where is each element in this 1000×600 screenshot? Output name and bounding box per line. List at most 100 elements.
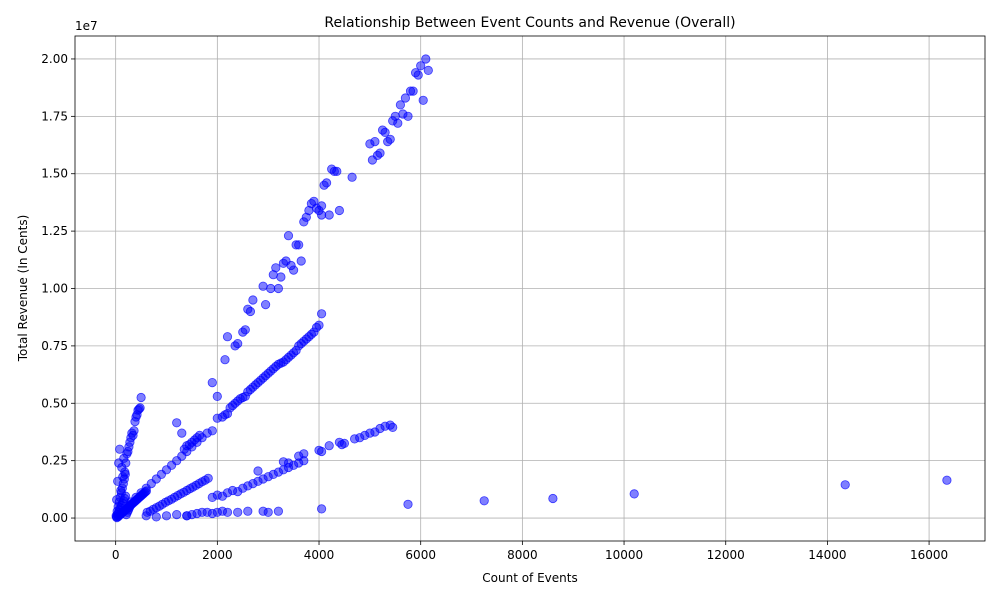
y-tick-label: 1.75 — [41, 109, 68, 123]
scatter-point — [240, 325, 250, 335]
scatter-point — [296, 256, 306, 266]
scatter-point — [403, 499, 413, 509]
y-tick-label: 0.25 — [41, 454, 68, 468]
scatter-point — [334, 205, 344, 216]
scatter-point — [136, 392, 146, 403]
scatter-point — [115, 444, 125, 454]
scatter-point — [233, 507, 243, 517]
scatter-point — [141, 511, 151, 521]
scatter-point — [288, 265, 299, 275]
x-tick-label: 6000 — [405, 548, 436, 562]
scatter-point — [840, 480, 850, 490]
x-tick-label: 0 — [112, 548, 120, 562]
scatter-point — [260, 299, 271, 310]
scatter-point — [271, 263, 281, 273]
scatter-point — [294, 240, 304, 250]
scatter-point — [385, 134, 395, 144]
scatter-point — [151, 512, 161, 522]
scatter-point — [273, 283, 283, 294]
scatter-point — [299, 456, 309, 466]
scatter-point — [220, 355, 230, 365]
scatter-point — [316, 201, 327, 211]
scatter-point — [418, 95, 428, 105]
scatter-point — [413, 70, 423, 80]
y-tick-label: 2.00 — [41, 52, 68, 66]
scatter-point — [324, 441, 334, 451]
scatter-point — [408, 86, 418, 96]
scatter-point — [253, 466, 263, 476]
scatter-point — [212, 391, 222, 401]
scatter-point — [207, 426, 217, 436]
scatter-point — [316, 504, 327, 514]
scatter-point — [321, 178, 332, 188]
scatter-point — [283, 231, 294, 241]
scatter-point — [388, 422, 398, 432]
x-tick-label: 12000 — [707, 548, 745, 562]
scatter-point — [316, 210, 327, 220]
scatter-point — [332, 166, 342, 176]
scatter-point — [316, 446, 327, 457]
x-tick-label: 16000 — [910, 548, 948, 562]
scatter-point — [276, 272, 286, 282]
scatter-point — [416, 61, 426, 71]
scatter-point — [370, 137, 380, 147]
grid-layer — [75, 36, 985, 541]
scatter-point — [121, 491, 131, 501]
scatter-point — [423, 65, 433, 76]
scatter-point — [395, 100, 405, 110]
scatter-point — [121, 458, 131, 468]
y-axis-label: Total Revenue (In Cents) — [16, 215, 30, 363]
scatter-point — [400, 93, 410, 103]
y-tick-label: 1.25 — [41, 224, 68, 238]
scatter-point — [243, 506, 253, 516]
points-layer — [111, 54, 952, 523]
x-tick-label: 10000 — [605, 548, 643, 562]
x-tick-label: 4000 — [304, 548, 335, 562]
scatter-point — [222, 332, 233, 342]
scatter-point — [548, 493, 558, 504]
scatter-point — [182, 511, 192, 521]
y-ticks: 0.00 0.25 0.50 0.75 1.00 1.25 1.50 1.75 2.00 — [41, 52, 75, 525]
scatter-point — [129, 426, 139, 436]
scatter-point — [195, 430, 205, 440]
scatter-point — [177, 428, 187, 438]
scatter-point — [233, 338, 243, 349]
y-tick-label: 0.75 — [41, 339, 68, 353]
scatter-point — [263, 507, 273, 517]
scatter-point — [393, 118, 403, 128]
chart-title: Relationship Between Event Counts and Re… — [324, 15, 735, 31]
scatter-point — [339, 438, 349, 448]
scatter-point — [403, 111, 413, 121]
scatter-point — [258, 281, 268, 291]
y-tick-label: 1.00 — [41, 282, 68, 296]
scatter-point — [266, 283, 276, 294]
y-tick-label: 1.50 — [41, 167, 68, 181]
scatter-point — [207, 377, 217, 388]
scatter-point — [245, 306, 255, 317]
y-tick-label: 0.00 — [41, 511, 68, 525]
x-axis-label: Count of Events — [482, 571, 577, 585]
scatter-point — [273, 506, 283, 516]
scatter-point — [172, 509, 182, 520]
scatter-point — [172, 418, 182, 428]
y-offset-text: 1e7 — [75, 19, 98, 33]
scatter-point — [203, 473, 213, 483]
scatter-point — [222, 507, 233, 517]
y-tick-label: 0.50 — [41, 396, 68, 410]
scatter-point — [324, 210, 334, 220]
scatter-point — [248, 295, 258, 305]
scatter-point — [375, 148, 385, 158]
scatter-point — [380, 127, 390, 137]
scatter-point — [135, 403, 145, 413]
scatter-point — [347, 172, 357, 182]
x-tick-label: 14000 — [808, 548, 846, 562]
scatter-point — [942, 475, 952, 485]
x-tick-label: 8000 — [507, 548, 538, 562]
scatter-point — [421, 54, 431, 64]
x-ticks: 0 2000 4000 6000 8000 10000 12000 14000 16000 — [112, 541, 948, 562]
scatter-point — [120, 469, 130, 479]
scatter-point — [629, 489, 639, 499]
scatter-point — [479, 496, 489, 506]
scatter-point — [314, 320, 324, 330]
